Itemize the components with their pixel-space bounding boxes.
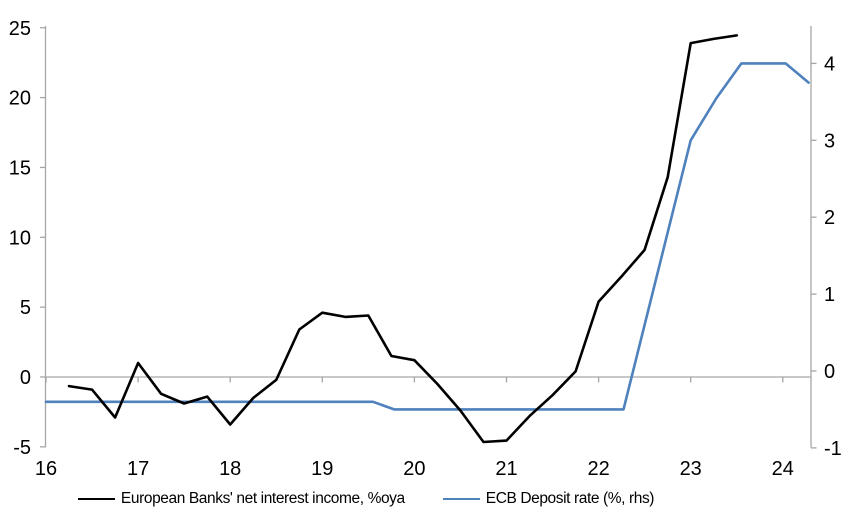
y-left-tick-label: 20	[9, 88, 31, 110]
x-axis-tick-label: 16	[35, 458, 57, 480]
legend-item-ecb: ECB Deposit rate (%, rhs)	[442, 490, 655, 508]
y-left-tick-label: 10	[9, 227, 31, 249]
x-axis-tick-label: 22	[587, 458, 609, 480]
y-left-tick-label: 5	[20, 297, 31, 319]
x-axis-tick-label: 24	[772, 458, 794, 480]
y-right-tick-label: 0	[824, 361, 835, 383]
y-right-tick-label: -1	[824, 438, 842, 460]
y-left-tick-label: 15	[9, 157, 31, 179]
x-axis-tick-label: 21	[495, 458, 517, 480]
y-right-tick-label: 3	[824, 130, 835, 152]
chart-legend: European Banks' net interest income, %oy…	[0, 490, 792, 508]
y-left-tick-label: 0	[20, 367, 31, 389]
y-left-tick-label: 25	[9, 18, 31, 40]
y-left-tick-label: -5	[13, 437, 31, 459]
x-axis-tick-label: 19	[311, 458, 333, 480]
legend-label-nii: European Banks' net interest income, %oy…	[120, 490, 405, 507]
x-axis-tick-label: 17	[127, 458, 149, 480]
legend-line-swatch-blue	[442, 498, 480, 500]
legend-line-swatch-black	[77, 498, 115, 500]
y-right-tick-label: 1	[824, 284, 835, 306]
x-axis-tick-label: 23	[680, 458, 702, 480]
y-right-tick-label: 2	[824, 207, 835, 229]
series-ecb-line	[44, 62, 810, 411]
x-axis-tick-label: 18	[219, 458, 241, 480]
legend-label-ecb: ECB Deposit rate (%, rhs)	[485, 490, 655, 507]
legend-item-nii: European Banks' net interest income, %oy…	[77, 490, 405, 508]
y-right-tick-label: 4	[824, 53, 835, 75]
series-nii-line	[67, 34, 739, 444]
x-axis-tick-label: 20	[403, 458, 425, 480]
